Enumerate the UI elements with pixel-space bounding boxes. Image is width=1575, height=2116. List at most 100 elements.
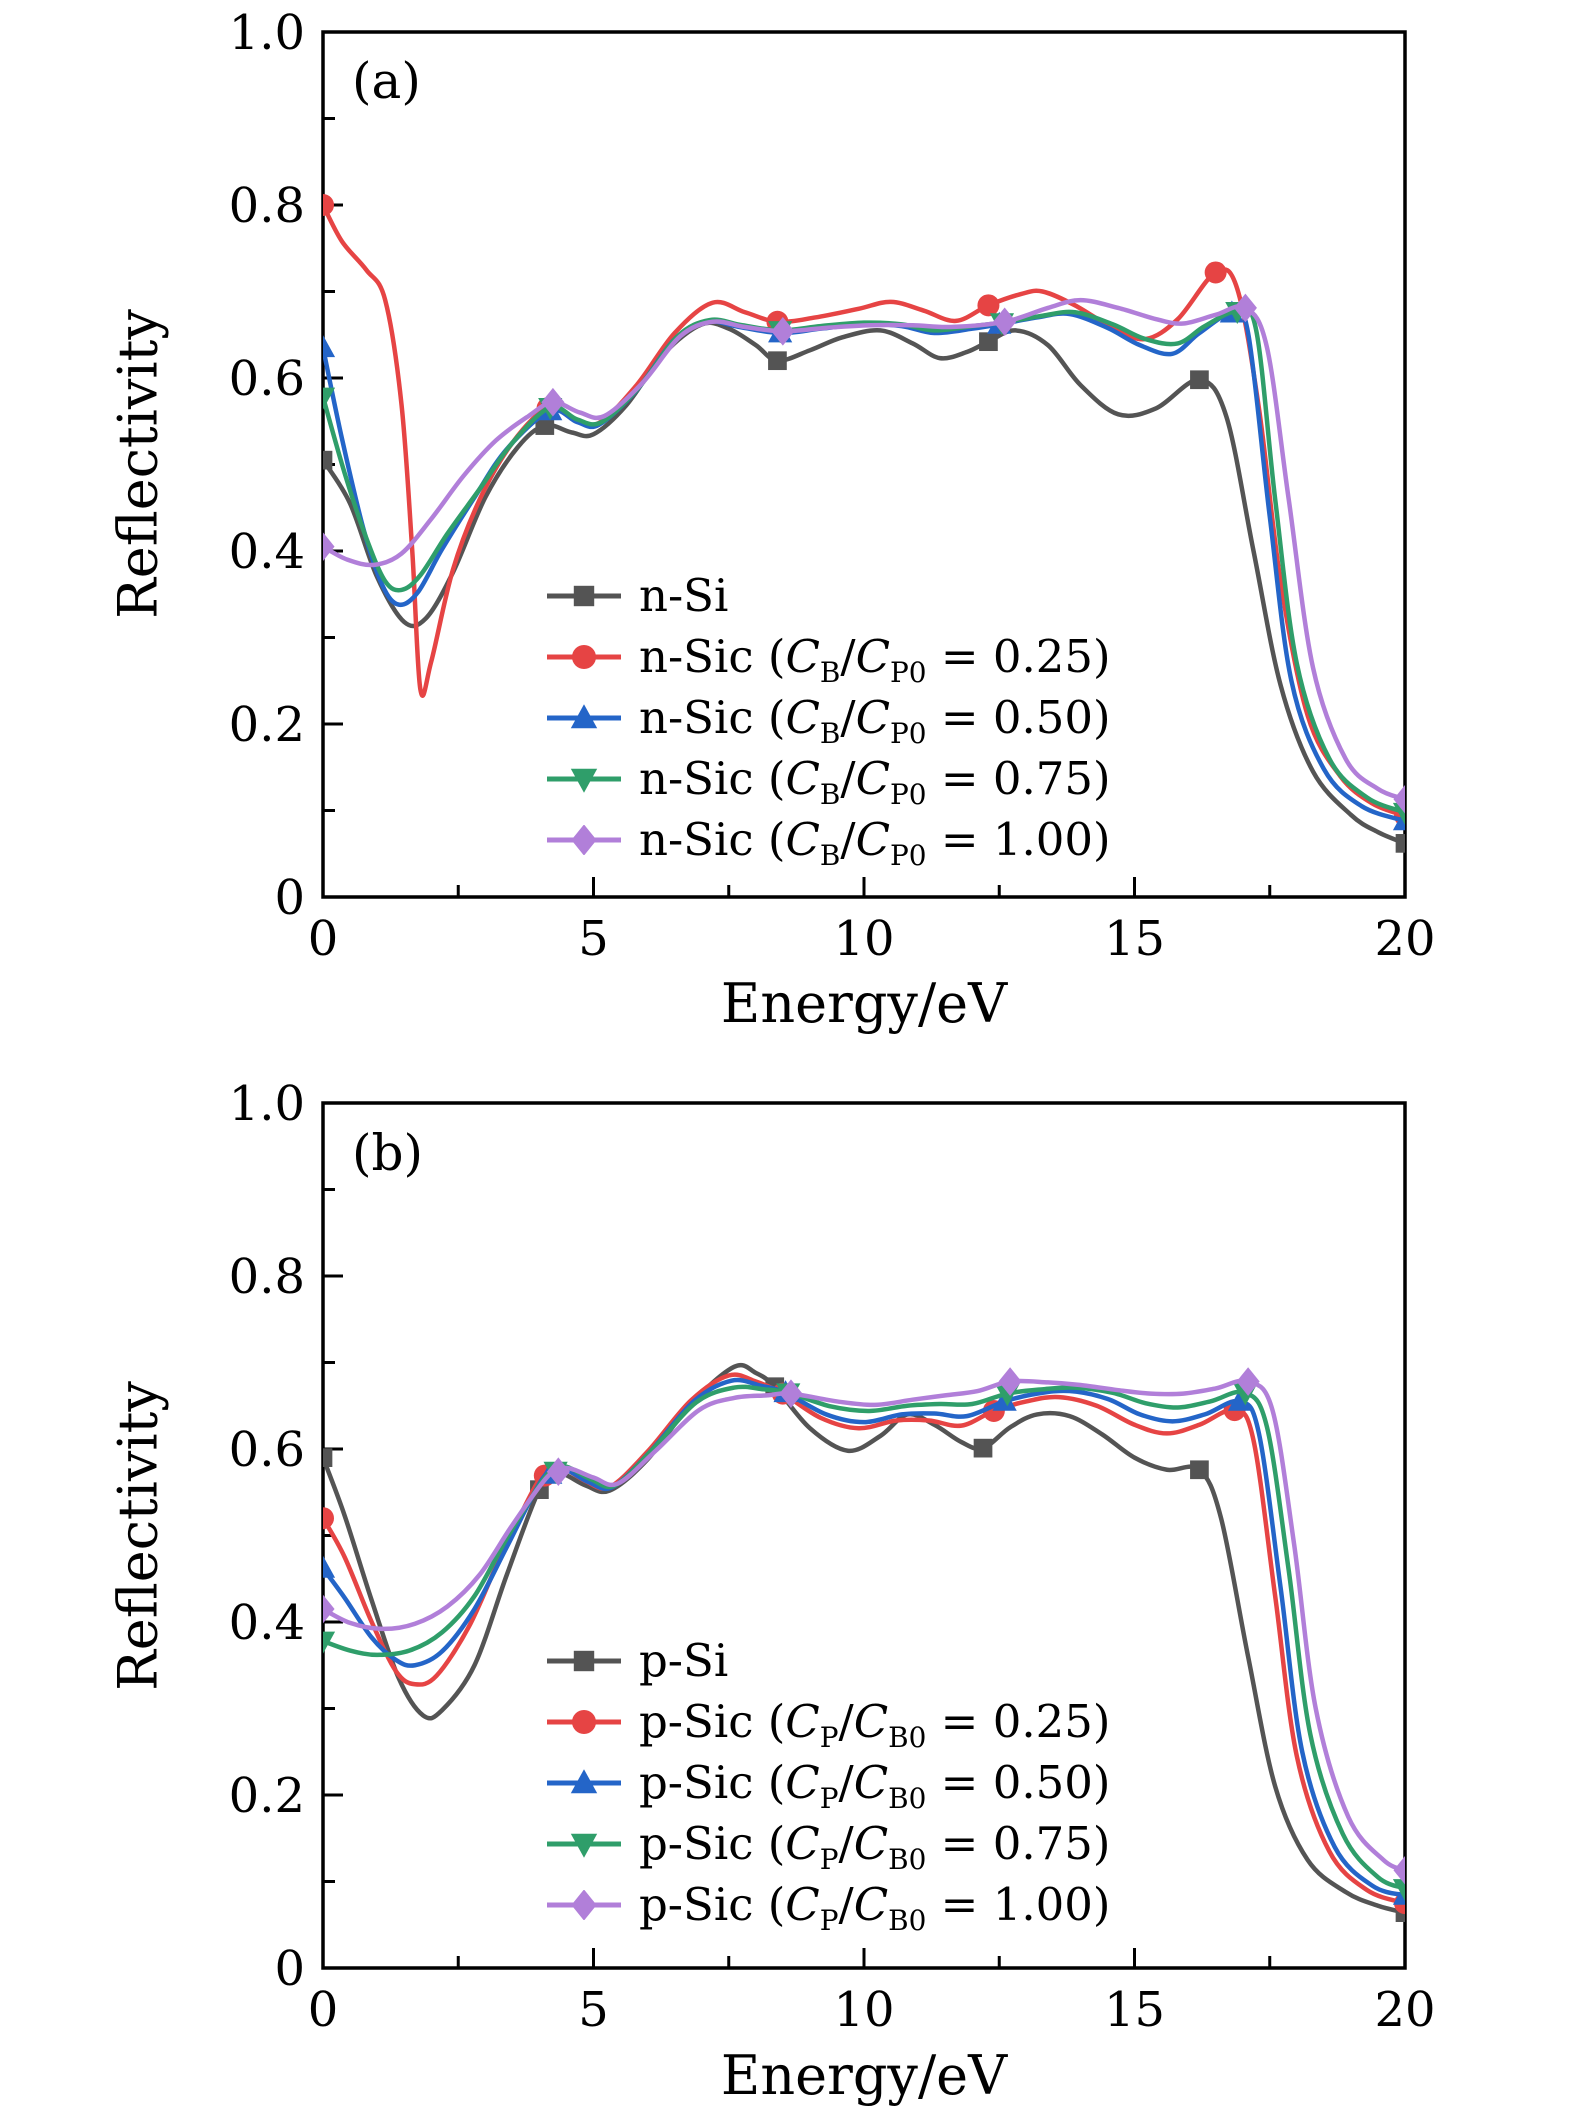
legend-triangle-up-marker	[570, 704, 598, 729]
legend-diamond-marker	[571, 825, 597, 855]
x-tick-label: 10	[833, 1982, 894, 2038]
legend-triangle-down-swatch-icon	[547, 768, 621, 793]
legend-diamond-marker	[571, 1890, 597, 1920]
square-marker	[1190, 1460, 1209, 1480]
legend-item: n-Sic (CB/CP0 = 1.00)	[545, 813, 1111, 872]
square-marker	[768, 351, 787, 371]
legend-item: n-Si	[545, 572, 1111, 620]
panel-a-legend: n-Si n-Sic (CB/CP0 = 0.25) n-Sic (CB/CP0 =…	[545, 572, 1111, 872]
legend-square-swatch-icon	[547, 1650, 621, 1672]
legend-triangle-up-marker	[570, 1769, 598, 1794]
circle-marker	[323, 194, 334, 216]
series-group	[323, 1362, 1405, 1922]
square-marker	[323, 450, 333, 470]
legend-label: n-Sic (CB/CP0 = 1.00)	[639, 813, 1111, 872]
y-tick-label: 0.8	[229, 178, 305, 234]
y-tick-label: 0.8	[229, 1249, 305, 1305]
curve-p-Sic (CP/CB0 = 0.50)	[323, 1377, 1405, 1898]
triangle-up-marker	[1227, 1388, 1253, 1411]
diamond-marker	[323, 532, 335, 561]
x-tick-label: 15	[1104, 1982, 1165, 2038]
panel-b-legend: p-Si p-Sic (CP/CB0 = 0.25) p-Sic (CP/CB0 =…	[545, 1637, 1111, 1937]
circle-marker	[323, 1507, 334, 1530]
legend-item: p-Sic (CP/CB0 = 0.50)	[545, 1759, 1110, 1812]
square-marker	[1190, 370, 1209, 390]
panel-b-y-axis-title: Reflectivity	[106, 1381, 170, 1691]
diamond-marker	[993, 307, 1017, 337]
diamond-marker	[1393, 1855, 1405, 1885]
legend-label: p-Si	[639, 1634, 729, 1687]
legend-diamond-swatch-icon	[547, 825, 621, 855]
square-marker	[973, 1438, 993, 1458]
diamond-marker	[998, 1367, 1022, 1396]
y-tick-label: 0	[274, 870, 305, 926]
panel-a-x-axis-title: Energy/eV	[720, 972, 1008, 1035]
triangle-down-marker	[323, 1631, 336, 1654]
legend-diamond-swatch-icon	[547, 1890, 621, 1920]
triangle-down-marker	[323, 387, 336, 410]
legend-item: p-Si	[545, 1637, 1110, 1685]
square-marker	[979, 332, 998, 352]
y-tick-label: 0.6	[229, 351, 305, 407]
x-tick-label: 0	[308, 1982, 339, 2038]
diamond-marker	[541, 387, 565, 417]
panel-a-label: (a)	[352, 52, 421, 110]
panel-a-y-axis-title: Reflectivity	[106, 309, 170, 619]
curve-p-Sic (CP/CB0 = 0.25)	[323, 1372, 1405, 1906]
x-tick-label: 5	[578, 1982, 609, 2038]
legend-triangle-down-swatch-icon	[547, 1833, 621, 1858]
diamond-marker	[1393, 784, 1405, 814]
y-tick-label: 0.2	[229, 1768, 305, 1824]
x-tick-label: 5	[578, 911, 609, 967]
legend-circle-marker	[572, 1710, 596, 1734]
panel-b-label: (b)	[352, 1124, 424, 1182]
legend-item: n-Sic (CB/CP0 = 0.25)	[545, 630, 1111, 689]
legend-item: p-Sic (CP/CB0 = 1.00)	[545, 1878, 1111, 1937]
triangle-down-marker	[1392, 1879, 1405, 1902]
x-tick-label: 15	[1104, 911, 1165, 967]
x-tick-label: 0	[308, 911, 339, 967]
legend-square-swatch-icon	[547, 585, 621, 607]
diamond-marker	[1236, 1367, 1260, 1396]
diamond-marker	[771, 316, 795, 346]
y-tick-label: 1.0	[229, 1076, 305, 1132]
legend-label: p-Sic (CP/CB0 = 0.25)	[639, 1695, 1111, 1754]
legend-triangle-down-marker	[570, 1833, 598, 1858]
triangle-up-marker	[1392, 1882, 1405, 1905]
legend-circle-marker	[572, 645, 596, 669]
curve-p-Sic (CP/CB0 = 0.75)	[323, 1384, 1405, 1891]
triangle-up-marker	[1392, 808, 1405, 831]
legend-triangle-up-swatch-icon	[547, 704, 621, 729]
legend-item: p-Sic (CP/CB0 = 0.25)	[545, 1695, 1111, 1754]
legend-item: p-Sic (CP/CB0 = 0.75)	[545, 1817, 1111, 1876]
legend-label: p-Sic (CP/CB0 = 1.00)	[639, 1878, 1111, 1937]
legend-square-marker	[573, 1650, 595, 1672]
curve-p-Si	[323, 1362, 1405, 1915]
triangle-up-marker	[323, 1555, 336, 1578]
triangle-up-marker	[323, 335, 336, 358]
y-tick-label: 0	[274, 1941, 305, 1997]
circle-marker	[1204, 261, 1227, 284]
y-tick-label: 0.6	[229, 1422, 305, 1478]
curve-p-Sic (CP/CB0 = 1.00)	[323, 1378, 1405, 1873]
legend-circle-swatch-icon	[547, 1710, 621, 1734]
series-group	[323, 194, 1405, 853]
diamond-marker	[546, 1457, 570, 1487]
legend-label: n-Sic (CB/CP0 = 0.75)	[639, 752, 1111, 811]
legend-label: p-Sic (CP/CB0 = 0.75)	[639, 1817, 1111, 1876]
circle-marker	[977, 294, 1000, 317]
curve-n-Sic (CB/CP0 = 0.75)	[323, 307, 1405, 815]
legend-triangle-up-swatch-icon	[547, 1769, 621, 1794]
square-marker	[1395, 834, 1405, 853]
panel-(a): 0 5 10 15 20 0 0.2 0.4 0.6 0.8 1.0	[229, 5, 1436, 967]
legend-circle-swatch-icon	[547, 645, 621, 669]
legend-item: n-Sic (CB/CP0 = 0.75)	[545, 752, 1111, 811]
diamond-marker	[779, 1379, 803, 1408]
diamond-marker	[1233, 293, 1257, 323]
legend-label: n-Sic (CB/CP0 = 0.25)	[639, 630, 1111, 689]
y-tick-label: 0.4	[229, 524, 305, 580]
legend-label: n-Sic (CB/CP0 = 0.50)	[639, 691, 1111, 750]
y-tick-label: 1.0	[229, 5, 305, 61]
